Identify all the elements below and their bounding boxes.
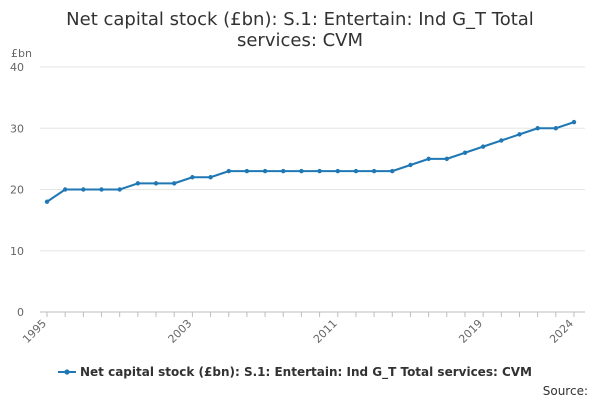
data-point[interactable] <box>262 168 268 174</box>
data-point[interactable] <box>190 175 195 180</box>
chart-title: Net capital stock (£bn): S.1: Entertain:… <box>66 9 534 51</box>
data-point[interactable] <box>517 132 522 137</box>
y-axis-ticks: 0 10 20 30 40 <box>10 61 24 319</box>
y-tick-label: 10 <box>10 245 24 258</box>
data-point[interactable] <box>299 168 304 174</box>
x-tick-label: 2024 <box>547 317 576 346</box>
series-layer <box>44 119 577 204</box>
y-tick-label: 0 <box>17 306 24 319</box>
chart-title-line-2: services: CVM <box>237 30 363 51</box>
data-point[interactable] <box>462 150 468 155</box>
data-point[interactable] <box>390 168 395 174</box>
data-point[interactable] <box>62 187 68 192</box>
source-label: Source: <box>543 384 588 398</box>
series-line <box>46 121 575 203</box>
data-point[interactable] <box>281 168 286 174</box>
data-point[interactable] <box>117 187 122 192</box>
data-point[interactable] <box>571 119 577 125</box>
data-point[interactable] <box>480 144 486 149</box>
x-tick-label: 2003 <box>166 317 195 346</box>
x-tick-label: 2011 <box>311 317 340 346</box>
data-point[interactable] <box>244 168 250 174</box>
data-point[interactable] <box>499 138 504 143</box>
data-point[interactable] <box>535 126 540 131</box>
y-axis-label: £bn <box>11 47 32 60</box>
data-point[interactable] <box>153 181 159 186</box>
y-tick-label: 30 <box>10 122 24 135</box>
legend-series-label: Net capital stock (£bn): S.1: Entertain:… <box>80 365 532 380</box>
data-point[interactable] <box>553 126 559 131</box>
y-tick-label: 40 <box>10 61 24 74</box>
data-point[interactable] <box>44 199 50 204</box>
data-point[interactable] <box>135 181 141 186</box>
chart-title-line-1: Net capital stock (£bn): S.1: Entertain:… <box>66 9 534 30</box>
data-point[interactable] <box>353 168 359 174</box>
legend-marker-swatch <box>64 369 70 375</box>
data-point[interactable] <box>426 156 431 162</box>
data-point[interactable] <box>335 168 340 174</box>
data-point[interactable] <box>208 175 213 180</box>
data-point[interactable] <box>408 162 413 168</box>
x-axis: 1995 2003 2011 2019 2024 <box>20 312 576 346</box>
data-point[interactable] <box>81 187 86 192</box>
data-point[interactable] <box>172 181 177 186</box>
gridlines <box>40 66 585 313</box>
data-point[interactable] <box>371 168 377 174</box>
x-tick-label: 2019 <box>456 317 485 346</box>
x-tick-label: 1995 <box>20 317 49 346</box>
data-point[interactable] <box>226 168 231 174</box>
legend[interactable]: Net capital stock (£bn): S.1: Entertain:… <box>58 365 532 380</box>
data-point[interactable] <box>99 187 104 192</box>
data-point[interactable] <box>317 168 322 174</box>
y-tick-label: 20 <box>10 184 24 197</box>
data-point[interactable] <box>444 156 449 162</box>
